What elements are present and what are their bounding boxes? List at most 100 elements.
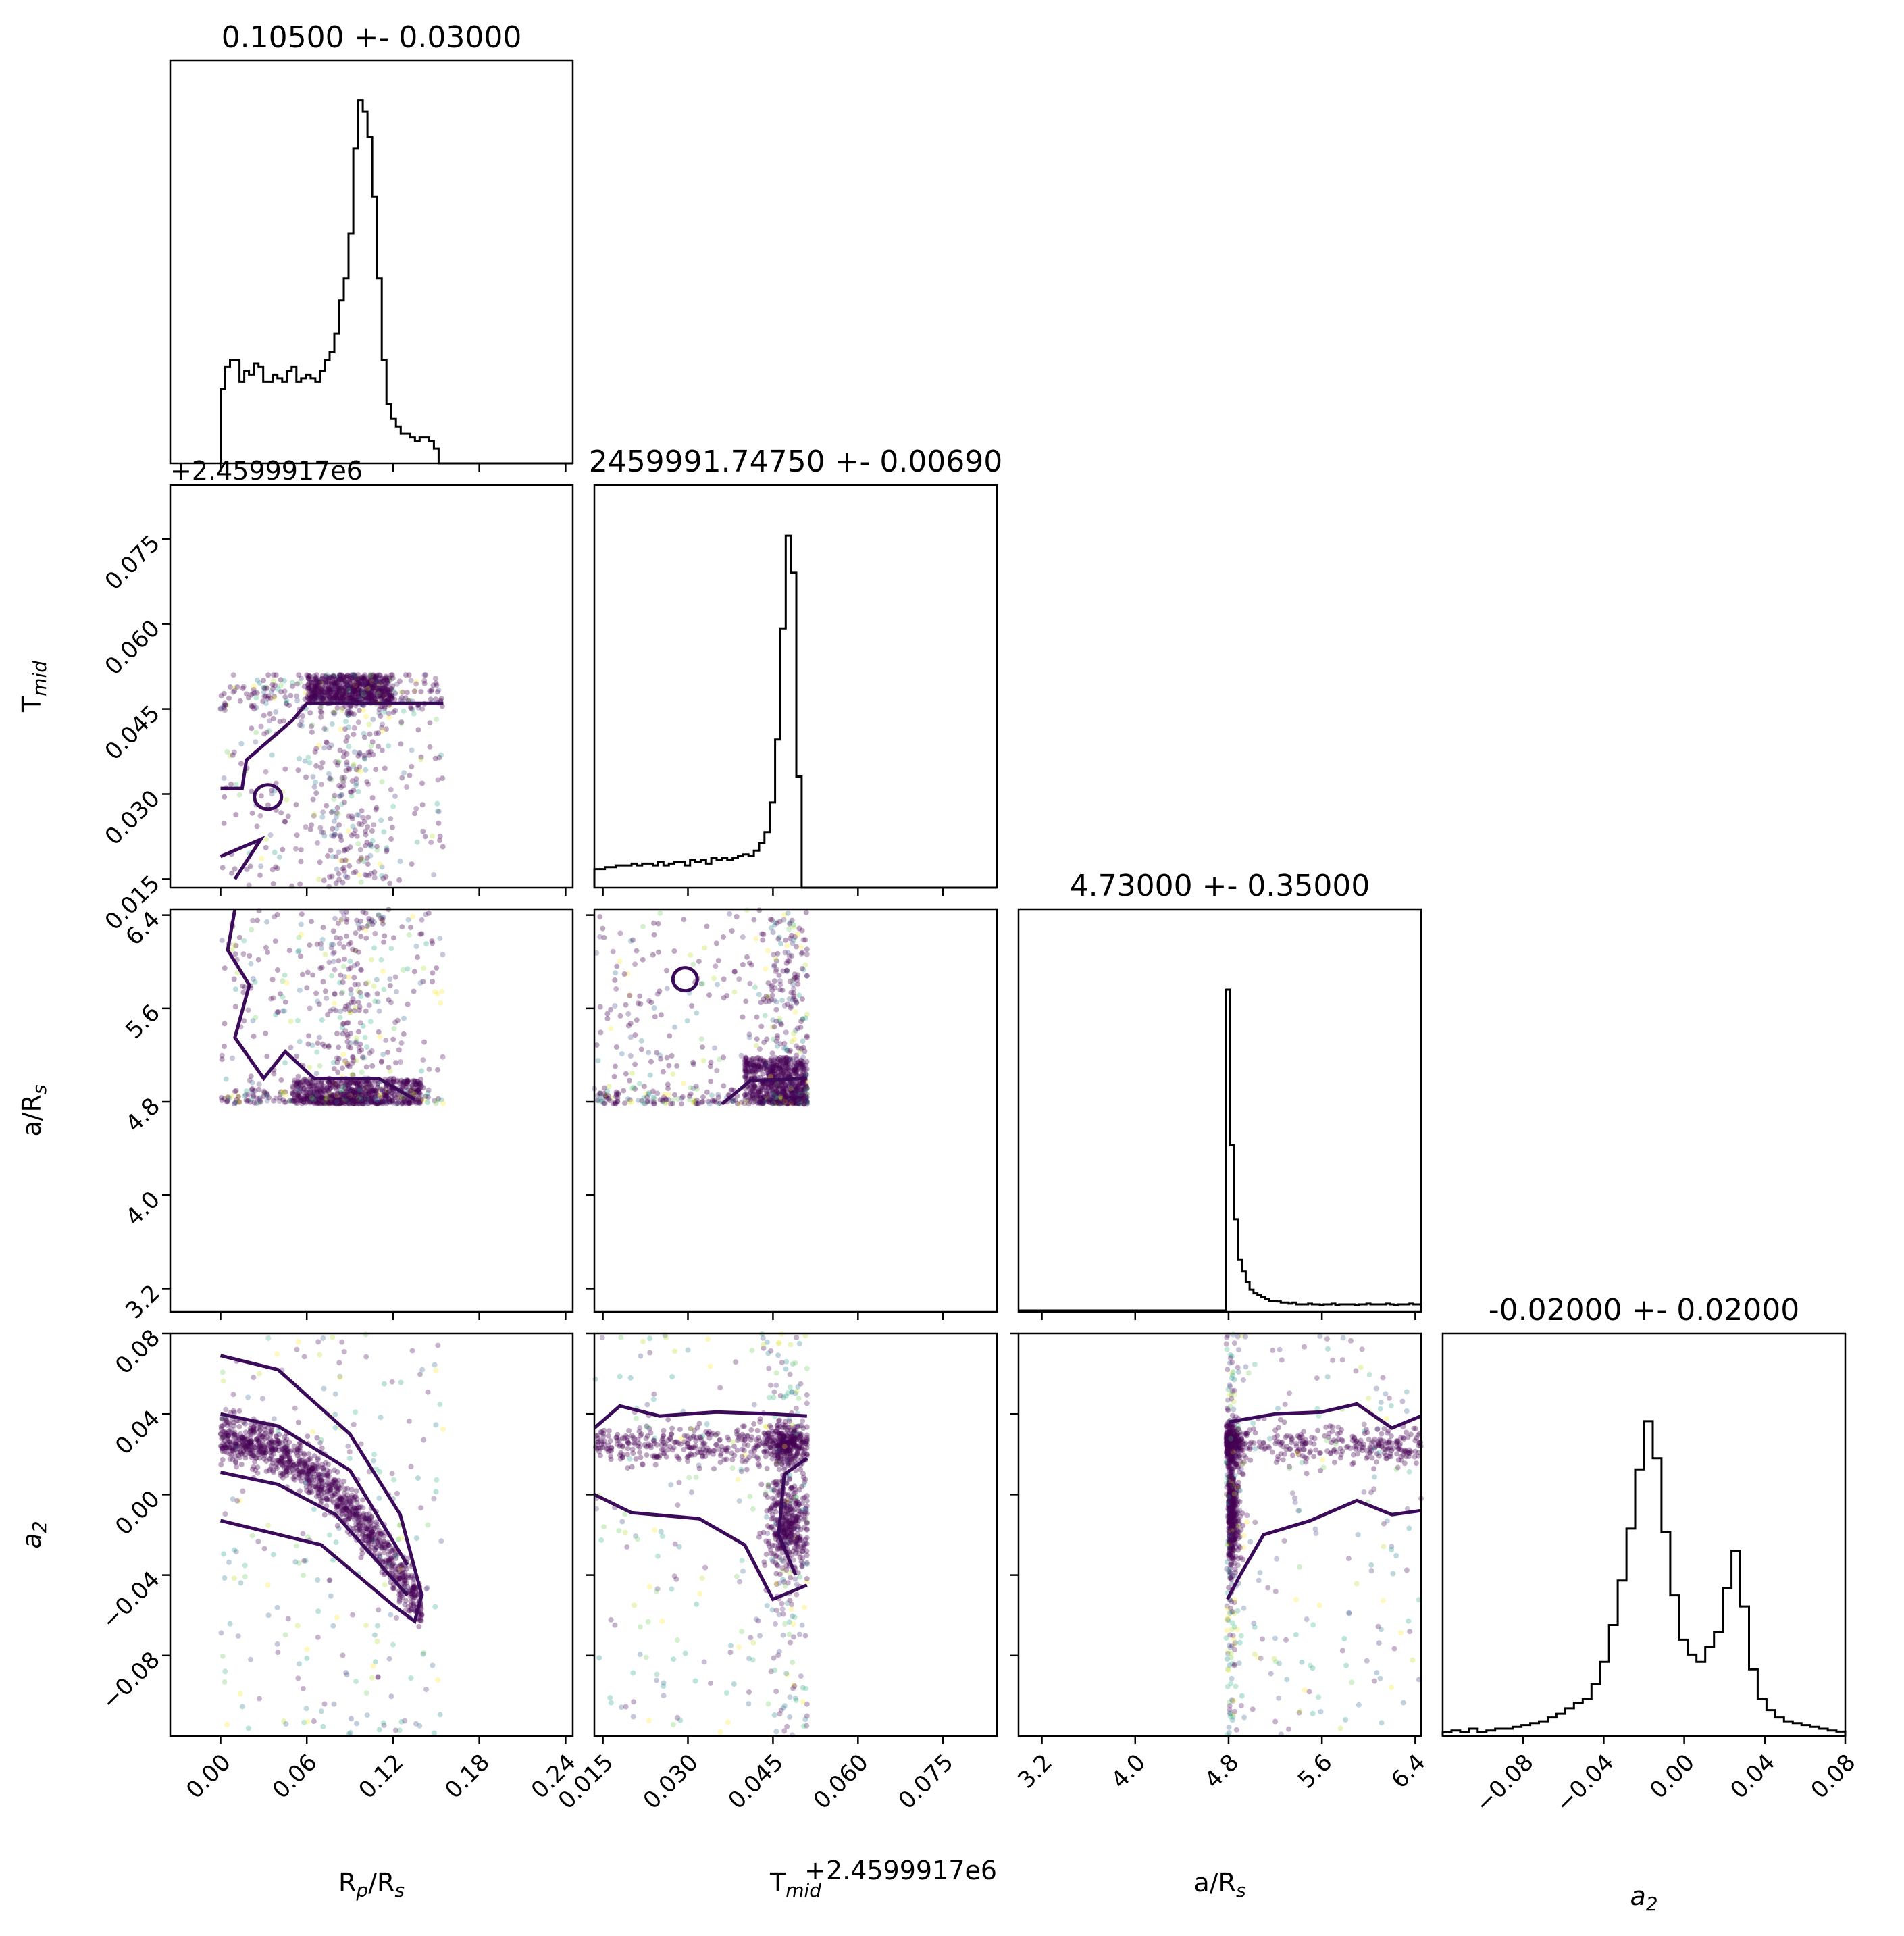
scatter-point	[379, 873, 385, 879]
scatter-point	[369, 838, 376, 844]
scatter-point	[298, 847, 304, 853]
scatter-point	[341, 865, 347, 871]
scatter-point	[672, 1024, 677, 1030]
scatter-point	[436, 820, 442, 826]
scatter-point	[664, 967, 669, 973]
scatter-point	[380, 686, 386, 692]
scatter-point	[386, 690, 392, 696]
scatter-point	[380, 678, 385, 684]
scatter-point	[220, 1457, 226, 1462]
scatter-point	[371, 694, 377, 700]
scatter-point	[378, 957, 384, 963]
scatter-point	[222, 700, 228, 707]
scatter-point	[380, 1052, 386, 1058]
scatter-point	[418, 757, 424, 763]
scatter-point	[358, 857, 364, 863]
scatter-point	[359, 693, 365, 698]
scatter-point	[364, 691, 370, 697]
scatter-point	[332, 680, 338, 686]
scatter-point	[363, 1331, 369, 1338]
scatter-point	[632, 961, 638, 967]
scatter-point	[411, 1088, 417, 1094]
scatter-point	[324, 1086, 330, 1091]
scatter-point	[332, 915, 338, 921]
scatter-point	[363, 935, 369, 941]
scatter-point	[318, 679, 324, 685]
scatter-point	[777, 982, 783, 988]
scatter-point	[328, 847, 334, 853]
scatter-point	[330, 673, 336, 680]
scatter-point	[245, 1092, 251, 1098]
scatter-point	[336, 692, 342, 698]
scatter-point	[370, 717, 376, 722]
scatter-point	[364, 684, 370, 690]
scatter-point	[323, 677, 329, 683]
scatter-point	[663, 1096, 669, 1102]
scatter-point	[338, 838, 344, 843]
scatter-point	[421, 1437, 427, 1443]
scatter-point	[307, 710, 313, 716]
scatter-point	[364, 692, 370, 698]
scatter-point	[375, 690, 381, 696]
scatter-point	[334, 1523, 340, 1529]
scatter-point	[781, 1045, 787, 1051]
scatter-point	[313, 694, 319, 700]
scatter-point	[321, 1512, 328, 1518]
scatter-point	[340, 705, 346, 711]
scatter-point	[229, 870, 234, 876]
scatter-point	[294, 698, 300, 703]
scatter-point	[271, 1071, 277, 1077]
scatter-point	[346, 724, 351, 730]
scatter-point	[353, 1040, 359, 1046]
scatter-point	[350, 823, 356, 830]
scatter-point	[359, 680, 365, 686]
scatter-point	[223, 1076, 229, 1082]
scatter-point	[232, 688, 238, 694]
scatter-point	[386, 692, 392, 698]
scatter-point	[352, 676, 358, 682]
scatter-point	[272, 682, 278, 688]
scatter-point	[321, 877, 327, 884]
scatter-point	[357, 1082, 363, 1088]
scatter-point	[261, 685, 267, 691]
scatter-point	[268, 689, 274, 695]
scatter-point	[780, 1099, 786, 1105]
scatter-point	[347, 844, 353, 850]
scatter-point	[390, 935, 396, 941]
scatter-point	[319, 692, 326, 698]
scatter-point	[380, 678, 386, 684]
scatter-point	[251, 683, 257, 689]
scatter-point	[349, 694, 355, 699]
scatter-point	[258, 723, 264, 730]
scatter-point	[383, 873, 389, 880]
scatter-point	[422, 834, 428, 840]
scatter-point	[390, 683, 396, 689]
scatter-point	[261, 731, 267, 737]
scatter-point	[316, 692, 322, 698]
scatter-point	[300, 713, 306, 719]
scatter-point	[309, 691, 315, 697]
scatter-point	[359, 680, 365, 686]
scatter-point	[380, 692, 386, 698]
scatter-point	[419, 917, 425, 923]
scatter-point	[344, 1096, 351, 1102]
scatter-point	[771, 1024, 777, 1030]
scatter-point	[366, 1002, 372, 1009]
scatter-point	[374, 991, 380, 996]
scatter-point	[369, 675, 375, 681]
scatter-point	[245, 1394, 251, 1400]
scatter-point	[412, 688, 418, 694]
scatter-point	[349, 778, 355, 784]
scatter-point	[383, 726, 389, 732]
scatter-point	[346, 684, 353, 690]
scatter-point	[294, 1080, 301, 1086]
scatter-point	[367, 673, 373, 680]
scatter-point	[310, 696, 316, 703]
scatter-point	[222, 1575, 228, 1581]
scatter-point	[339, 687, 345, 693]
scatter-point	[799, 927, 805, 934]
scatter-point	[307, 760, 313, 765]
scatter-point	[342, 1060, 349, 1065]
scatter-point	[358, 1084, 364, 1090]
scatter-point	[324, 1090, 330, 1096]
